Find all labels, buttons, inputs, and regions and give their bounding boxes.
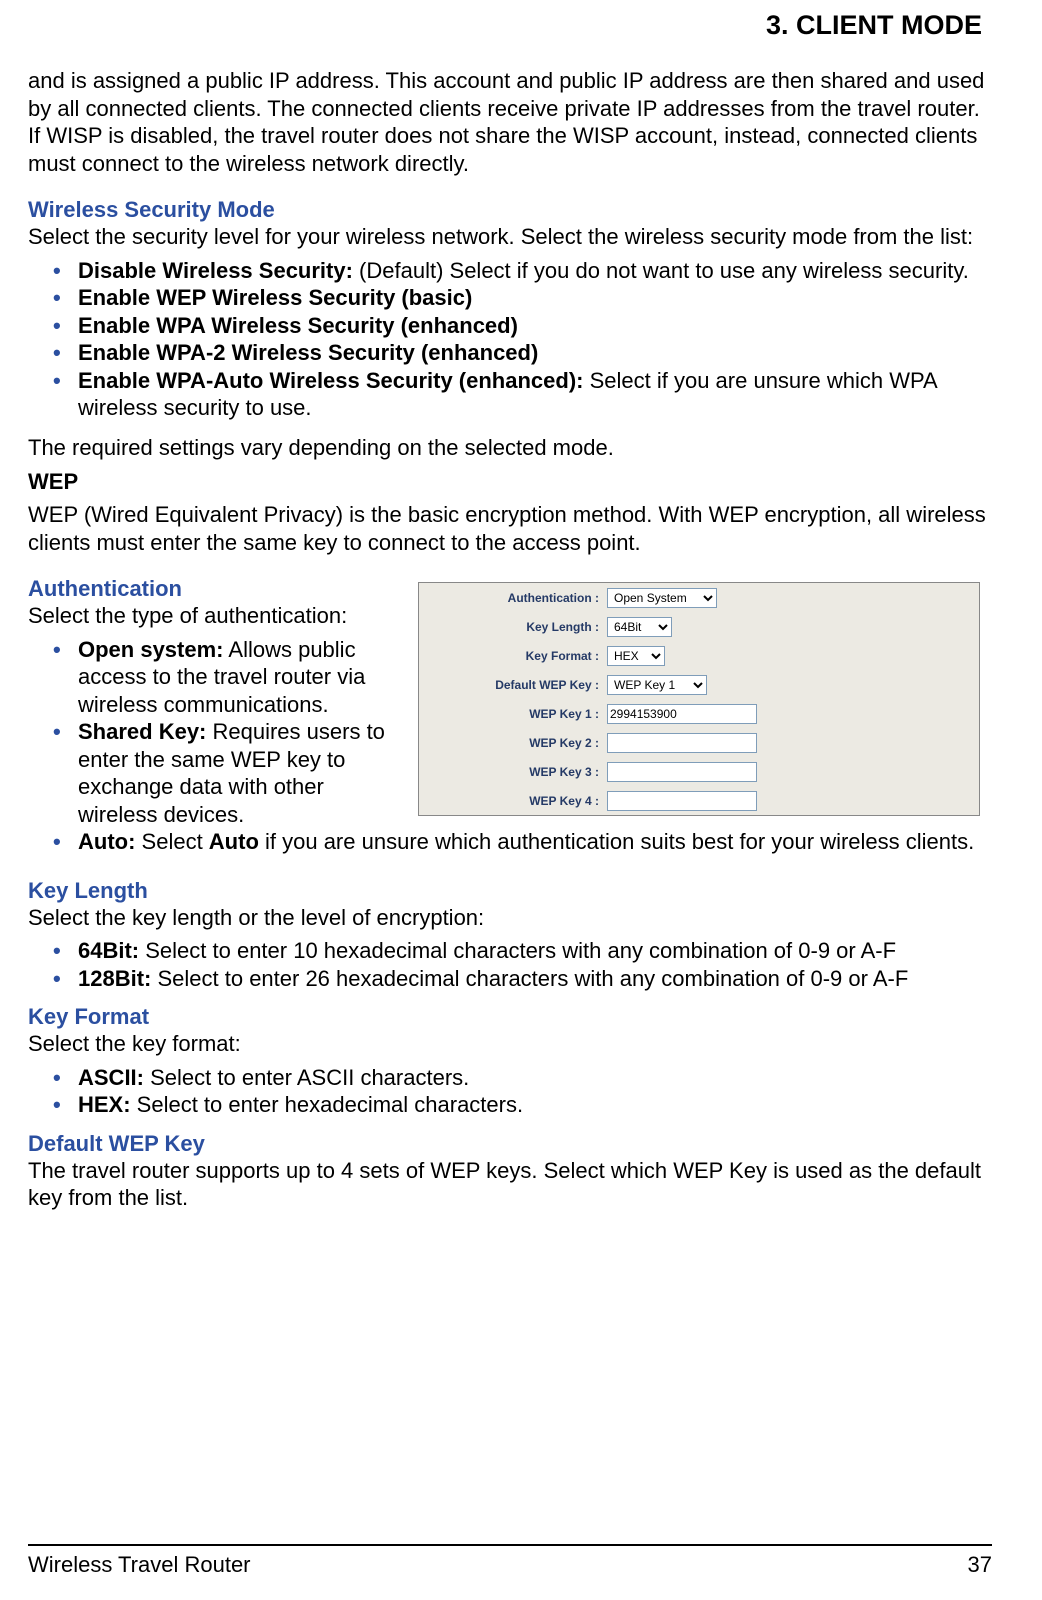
footer-right: 37	[968, 1552, 992, 1578]
keyfmt-item-rest: Select to enter hexadecimal characters.	[131, 1092, 524, 1117]
wsm-item-bold: Enable WPA-Auto Wireless Security (enhan…	[78, 368, 583, 393]
footer-rule	[28, 1544, 992, 1546]
wsm-list: Disable Wireless Security: (Default) Sel…	[28, 257, 992, 422]
wsm-note: The required settings vary depending on …	[28, 434, 992, 462]
auth-list: Open system: Allows public access to the…	[28, 636, 992, 856]
auth-select[interactable]: Open System	[607, 588, 717, 608]
intro-paragraph: and is assigned a public IP address. Thi…	[28, 67, 992, 177]
auth-item-bold2: Auto	[209, 829, 259, 854]
keylen-title: Key Length	[28, 878, 992, 904]
wsm-item: Enable WPA-Auto Wireless Security (enhan…	[78, 367, 992, 422]
wsm-item: Enable WEP Wireless Security (basic)	[78, 284, 992, 312]
chapter-header: 3. CLIENT MODE	[28, 10, 992, 41]
footer-left: Wireless Travel Router	[28, 1552, 251, 1578]
auth-item: Auto: Select Auto if you are unsure whic…	[78, 828, 992, 856]
wep-desc: WEP (Wired Equivalent Privacy) is the ba…	[28, 501, 992, 556]
wsm-item-bold: Enable WPA Wireless Security (enhanced)	[78, 313, 518, 338]
auth-item-rest: Select	[135, 829, 208, 854]
keyfmt-item-bold: HEX:	[78, 1092, 131, 1117]
keylen-select[interactable]: 64Bit	[607, 617, 672, 637]
keylen-item-rest: Select to enter 10 hexadecimal character…	[139, 938, 896, 963]
config-label-auth: Authentication :	[419, 591, 605, 605]
auth-item: Open system: Allows public access to the…	[78, 636, 992, 719]
keyfmt-list: ASCII: Select to enter ASCII characters.…	[28, 1064, 992, 1119]
wsm-item: Enable WPA Wireless Security (enhanced)	[78, 312, 992, 340]
page-footer: Wireless Travel Router 37	[28, 1548, 992, 1578]
auth-item-rest2: if you are unsure which authentication s…	[259, 829, 974, 854]
defkey-title: Default WEP Key	[28, 1131, 992, 1157]
keyfmt-desc: Select the key format:	[28, 1030, 992, 1058]
auth-item: Shared Key: Requires users to enter the …	[78, 718, 992, 828]
keylen-item: 128Bit: Select to enter 26 hexadecimal c…	[78, 965, 992, 993]
config-label-keylen: Key Length :	[419, 620, 605, 634]
wsm-item-bold: Enable WPA-2 Wireless Security (enhanced…	[78, 340, 538, 365]
keylen-desc: Select the key length or the level of en…	[28, 904, 992, 932]
auth-item-bold: Open system:	[78, 637, 224, 662]
auth-item-bold: Auto:	[78, 829, 135, 854]
wsm-desc: Select the security level for your wirel…	[28, 223, 992, 251]
wsm-item-bold: Disable Wireless Security:	[78, 258, 353, 283]
keyfmt-title: Key Format	[28, 1004, 992, 1030]
keylen-list: 64Bit: Select to enter 10 hexadecimal ch…	[28, 937, 992, 992]
wsm-item-bold: Enable WEP Wireless Security (basic)	[78, 285, 472, 310]
wep-title: WEP	[28, 469, 992, 495]
wsm-item-rest: (Default) Select if you do not want to u…	[353, 258, 969, 283]
keyfmt-item: HEX: Select to enter hexadecimal charact…	[78, 1091, 992, 1119]
keyfmt-item-rest: Select to enter ASCII characters.	[144, 1065, 469, 1090]
keylen-item-bold: 128Bit:	[78, 966, 151, 991]
keylen-item-bold: 64Bit:	[78, 938, 139, 963]
wsm-title: Wireless Security Mode	[28, 197, 992, 223]
keyfmt-item-bold: ASCII:	[78, 1065, 144, 1090]
keylen-item: 64Bit: Select to enter 10 hexadecimal ch…	[78, 937, 992, 965]
config-row-auth: Authentication : Open System	[419, 583, 979, 612]
keyfmt-item: ASCII: Select to enter ASCII characters.	[78, 1064, 992, 1092]
defkey-desc: The travel router supports up to 4 sets …	[28, 1157, 992, 1212]
wsm-item: Disable Wireless Security: (Default) Sel…	[78, 257, 992, 285]
auth-item-bold: Shared Key:	[78, 719, 206, 744]
wsm-item: Enable WPA-2 Wireless Security (enhanced…	[78, 339, 992, 367]
keylen-item-rest: Select to enter 26 hexadecimal character…	[151, 966, 908, 991]
